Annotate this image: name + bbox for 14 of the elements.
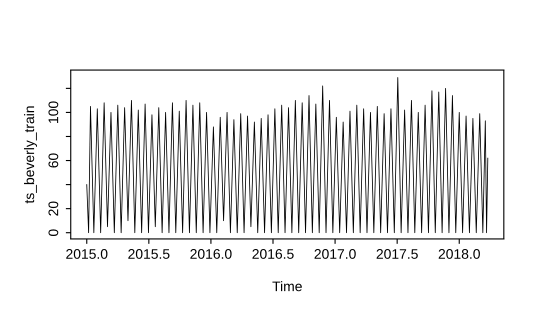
x-tick-label: 2016.0 [190, 249, 232, 259]
x-tick-label: 2015.5 [128, 249, 170, 259]
y-tick-label: 20 [48, 201, 58, 216]
x-tick-label: 2017.5 [376, 249, 418, 259]
x-tick-label: 2017.0 [314, 249, 356, 259]
y-tick-label: 60 [48, 153, 58, 168]
line-series [86, 77, 488, 234]
x-tick-label: 2018.0 [438, 249, 480, 259]
x-tick-label: 2016.5 [252, 249, 294, 259]
x-tick-label: 2015.0 [66, 249, 108, 259]
y-tick-label: 100 [48, 101, 58, 123]
y-tick-label: 0 [48, 229, 58, 236]
x-axis-title: Time [272, 281, 302, 292]
y-axis-title: ts_beverly_train [24, 106, 37, 204]
